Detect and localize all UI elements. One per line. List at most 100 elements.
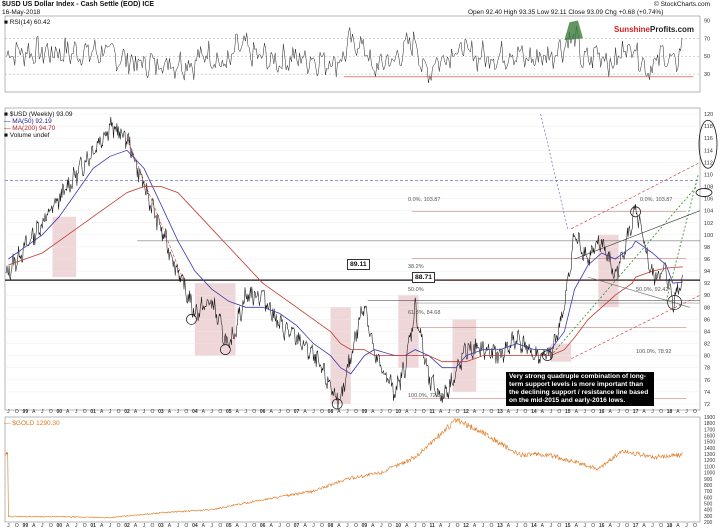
x-year-label: 04 xyxy=(192,409,198,415)
price-tick-label: 84 xyxy=(704,329,710,335)
gold-tick-label: 1700 xyxy=(704,427,715,433)
x-month-label: O xyxy=(523,523,527,529)
marker-circle-0 xyxy=(186,314,197,325)
x-month-label: A xyxy=(236,409,240,415)
x-month-label: O xyxy=(693,523,697,529)
x-year-label: 01 xyxy=(90,523,96,529)
x-month-label: A xyxy=(269,523,273,529)
label-8911: 89.11 xyxy=(347,259,370,270)
price-tick-label: 86 xyxy=(704,317,710,323)
x-month-label: O xyxy=(184,523,188,529)
x-month-label: O xyxy=(557,409,561,415)
x-month-label: J xyxy=(177,523,180,529)
x-month-label: O xyxy=(693,409,697,415)
x-month-label: A xyxy=(676,523,680,529)
x-month-label: J xyxy=(550,523,553,529)
x-month-label: J xyxy=(685,523,688,529)
x-month-label: O xyxy=(354,409,358,415)
x-month-label: A xyxy=(134,409,138,415)
label-8871: 88.71 xyxy=(412,272,436,283)
x-year-label: 13 xyxy=(497,523,503,529)
x-month-label: O xyxy=(388,409,392,415)
trend-green-left xyxy=(550,186,697,356)
x-month-label: J xyxy=(685,409,688,415)
x-month-label: J xyxy=(211,523,214,529)
trend-dark-upper xyxy=(574,210,701,260)
price-tick-label: 76 xyxy=(704,378,710,384)
x-month-label: J xyxy=(143,409,146,415)
x-month-label: J xyxy=(41,409,44,415)
panel-frame-2 xyxy=(4,416,701,523)
x-month-label: A xyxy=(541,409,545,415)
fib-50: 50.0% xyxy=(408,287,424,293)
x-month-label: A xyxy=(439,523,443,529)
x-month-label: A xyxy=(66,409,70,415)
x-month-label: J xyxy=(41,523,44,529)
x-year-label: 10 xyxy=(395,409,401,415)
x-month-label: J xyxy=(583,523,586,529)
chart-date: 16-May-2018 xyxy=(2,9,41,16)
x-year-label: 12 xyxy=(463,523,469,529)
x-month-label: O xyxy=(456,409,460,415)
x-month-label: O xyxy=(456,523,460,529)
fib-100-right: 100.0%, 78.92 xyxy=(636,349,672,355)
x-month-label: A xyxy=(507,409,511,415)
x-month-label: J xyxy=(448,523,451,529)
x-year-label: 18 xyxy=(667,409,673,415)
annotation-note: Very strong quadruple combination of lon… xyxy=(506,372,654,406)
x-month-label: A xyxy=(100,409,104,415)
fib-618: 61.8%, 84.68 xyxy=(408,310,441,316)
price-tick-label: 106 xyxy=(704,197,713,203)
x-month-label: J xyxy=(550,409,553,415)
x-month-label: O xyxy=(151,409,155,415)
trend-red-upper xyxy=(571,162,701,230)
x-month-label: A xyxy=(100,523,104,529)
trend-red-falling xyxy=(126,138,185,284)
x-month-label: O xyxy=(83,409,87,415)
x-month-label: A xyxy=(32,523,36,529)
x-month-label: A xyxy=(642,523,646,529)
x-year-label: 13 xyxy=(497,409,503,415)
target-ellipse-mid xyxy=(695,188,713,197)
x-month-label: J xyxy=(244,409,247,415)
price-tick-label: 108 xyxy=(704,185,713,191)
x-year-label: 08 xyxy=(328,523,334,529)
x-month-label: J xyxy=(380,409,383,415)
panel-frame-0 xyxy=(4,15,701,93)
price-tick-label: 80 xyxy=(704,354,710,360)
x-month-label: J xyxy=(583,409,586,415)
x-month-label: O xyxy=(490,409,494,415)
x-month-label: A xyxy=(337,523,341,529)
x-month-label: J xyxy=(75,523,78,529)
x-month-label: O xyxy=(151,523,155,529)
price-line xyxy=(5,116,683,410)
fib-top-right: 0.0%, 103.87 xyxy=(640,197,673,203)
fib-382: 38.2% xyxy=(408,264,424,270)
x-month-label: O xyxy=(83,523,87,529)
rsi-tick-label: 70 xyxy=(704,36,710,42)
ma50-line xyxy=(8,149,684,375)
x-year-label: 05 xyxy=(226,409,232,415)
x-month-label: J xyxy=(651,523,654,529)
x-year-label: 07 xyxy=(294,523,300,529)
x-month-label: O xyxy=(490,523,494,529)
marker-circle-5 xyxy=(667,295,682,310)
ma200-line xyxy=(8,186,684,363)
x-month-label: A xyxy=(575,523,579,529)
x-month-label: A xyxy=(303,523,307,529)
x-month-label: O xyxy=(117,523,121,529)
x-month-label: J xyxy=(414,409,417,415)
x-month-label: J xyxy=(177,409,180,415)
x-year-label: 02 xyxy=(124,409,130,415)
x-month-label: A xyxy=(202,409,206,415)
gold-tick-label: 1300 xyxy=(704,452,715,458)
x-month-label: O xyxy=(117,409,121,415)
gold-tick-label: 1200 xyxy=(704,458,715,464)
x-year-label: 10 xyxy=(395,523,401,529)
price-tick-label: 90 xyxy=(704,293,710,299)
stockcharts-credit: © StockCharts.com xyxy=(654,1,711,8)
x-year-label: 99 xyxy=(23,409,29,415)
x-month-label: O xyxy=(286,409,290,415)
target-ellipse-top xyxy=(698,119,718,169)
gold-tick-label: 900 xyxy=(704,477,713,483)
